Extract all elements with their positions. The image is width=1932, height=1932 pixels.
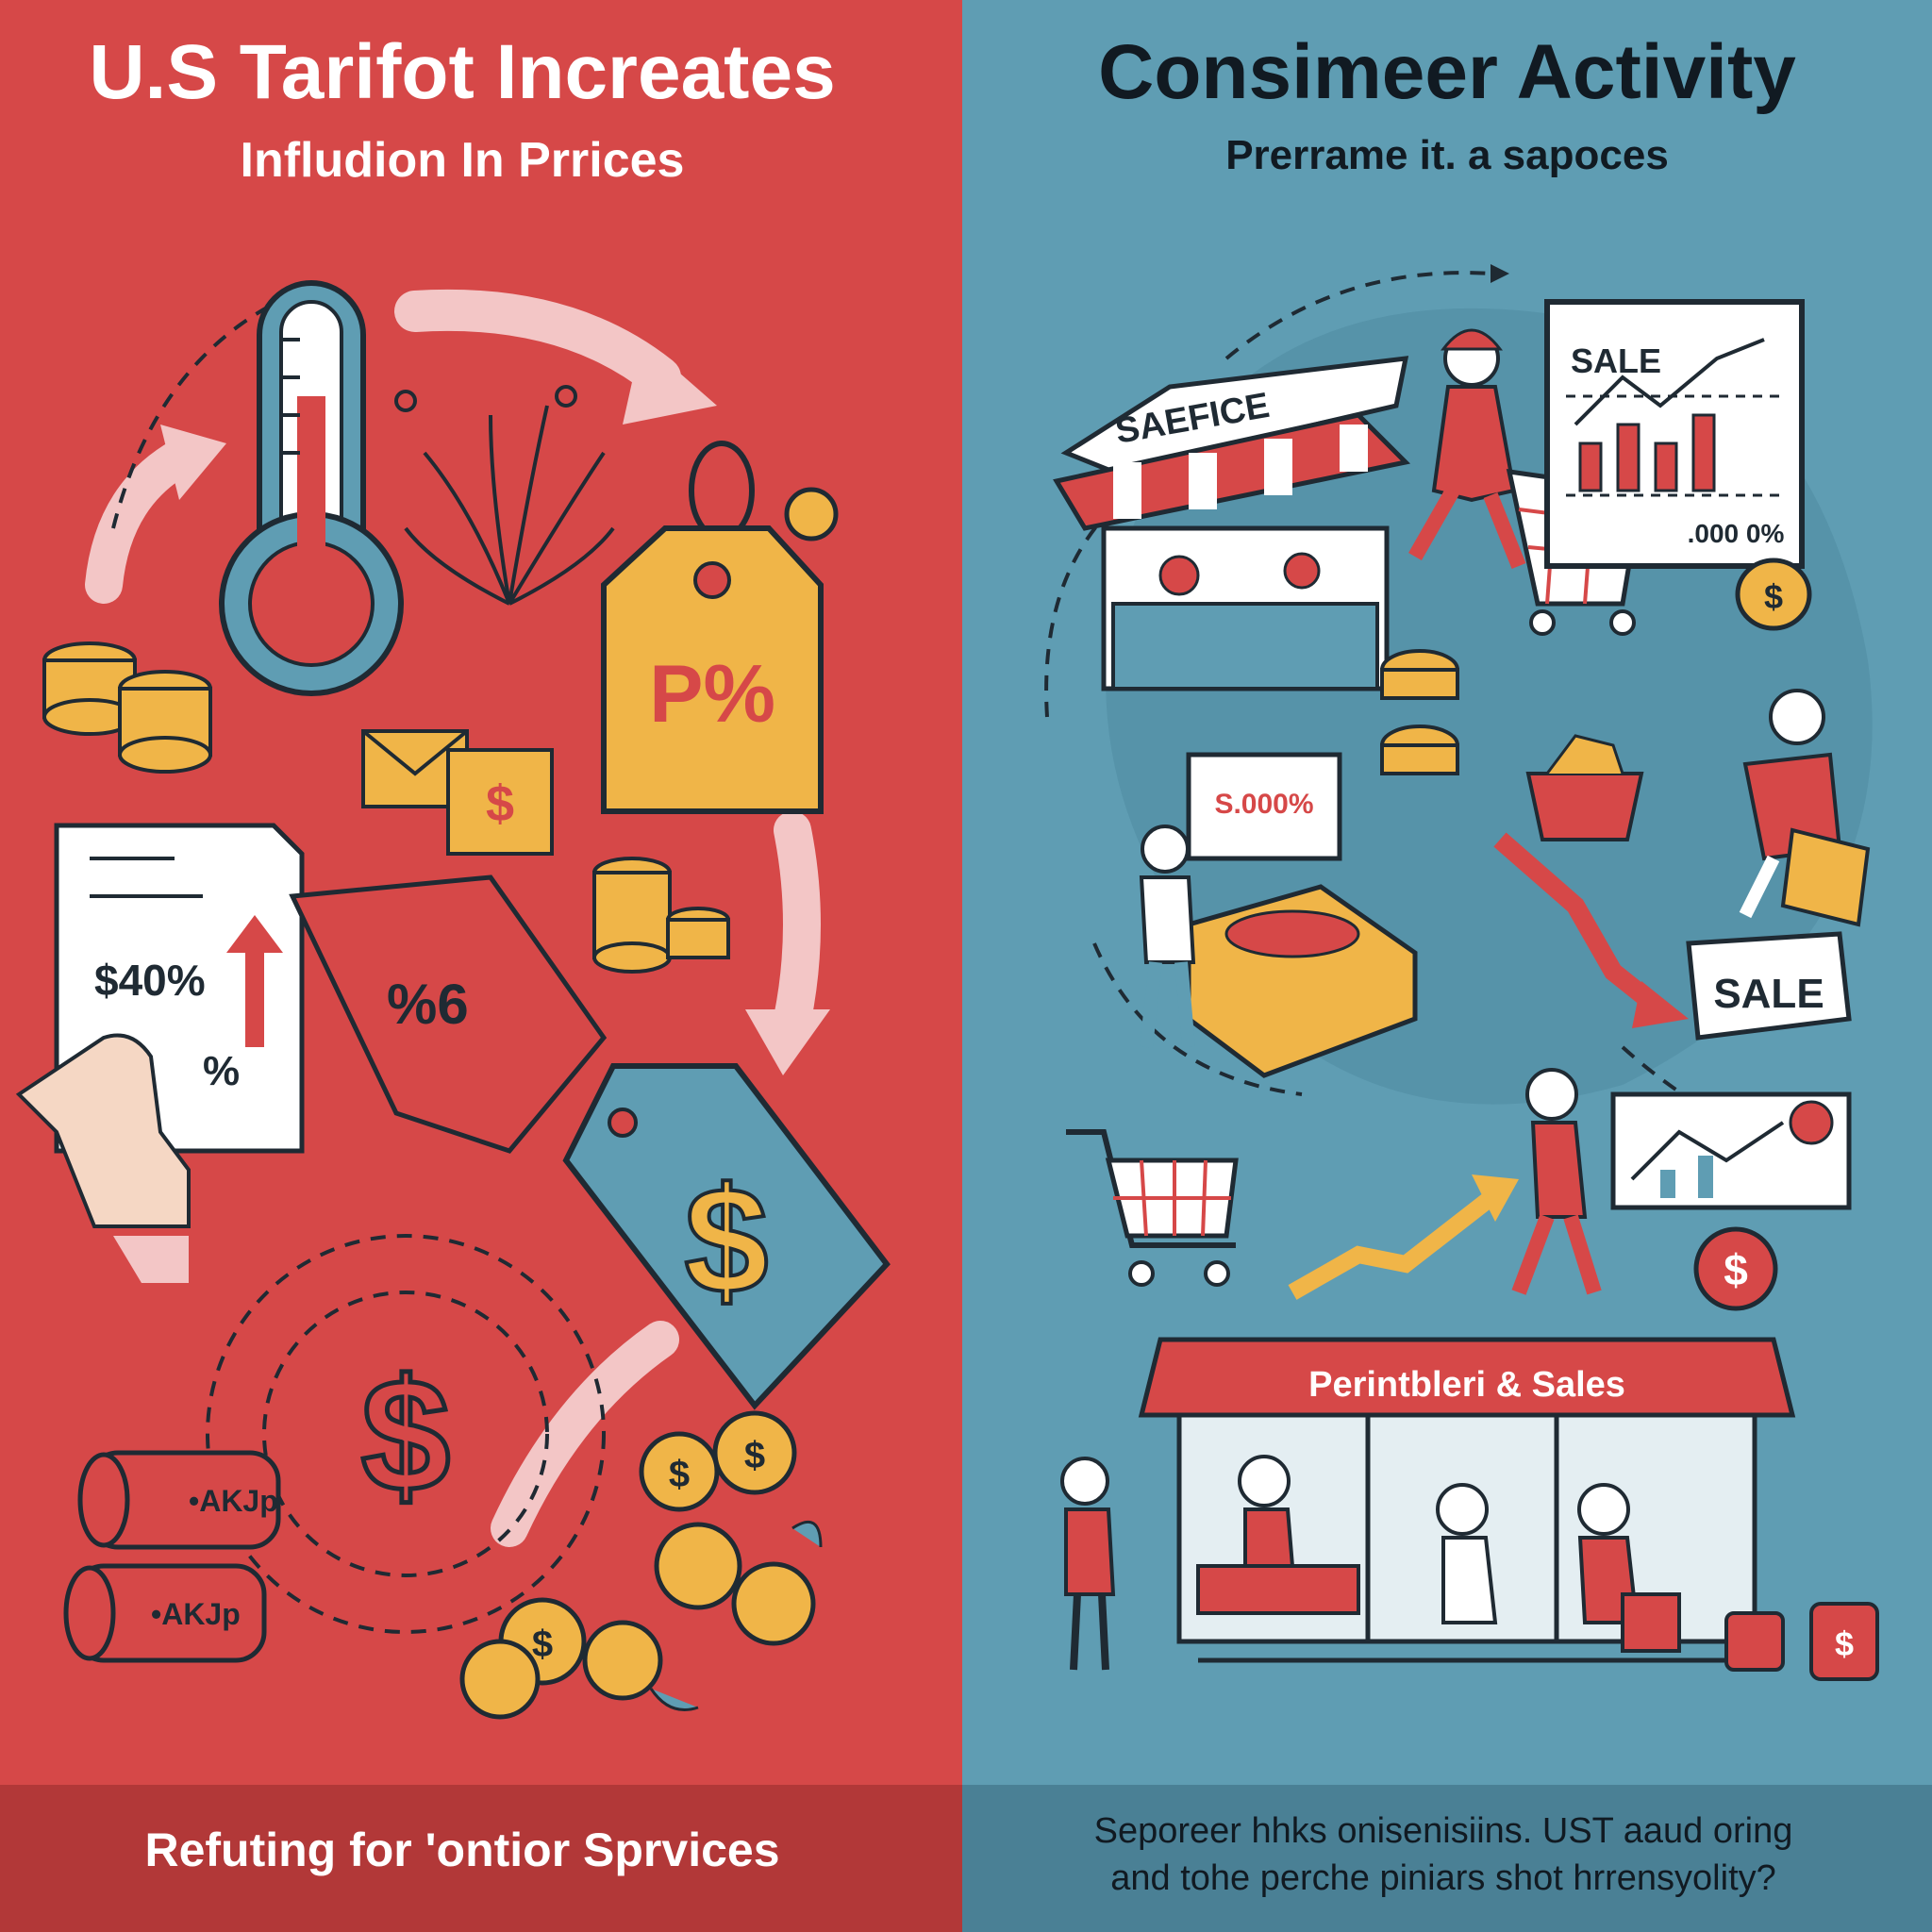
sale-sign-icon: SALE: [1686, 931, 1852, 1041]
chart-board-icon: $: [1610, 1091, 1852, 1311]
curved-arrow-left-icon: [85, 425, 226, 604]
basket-icon: [1525, 734, 1644, 841]
right-footer-text: Seporeer hhks onisenisiins. UST aaud ori…: [981, 1807, 1906, 1902]
market-stall-icon: SAEFICE: [1053, 356, 1411, 691]
coin-stack-icon: $: [1735, 558, 1812, 631]
right-panel: Consimeer Activity Prerrame it. a sapoce…: [962, 0, 1932, 1932]
svg-text:$: $: [669, 1454, 690, 1495]
barrel-label: •AKJp: [189, 1484, 278, 1518]
svg-text:$: $: [532, 1624, 553, 1665]
svg-text:$: $: [1724, 1245, 1748, 1294]
dashed-cycle: [206, 1234, 606, 1634]
red-tag-icon: %6: [289, 874, 608, 1154]
svg-text:$: $: [1835, 1624, 1854, 1663]
left-panel: U.S Tarifot Increates Infludion In Prric…: [0, 0, 962, 1932]
coin-pile-icon: $ $ $: [459, 1410, 823, 1720]
svg-text:$: $: [1764, 577, 1783, 616]
right-subtitle: Prerrame it. a sapoces: [1225, 132, 1669, 178]
price-tag-label: P%: [649, 649, 775, 740]
barrel-label: •AKJp: [151, 1597, 241, 1631]
sale-chart-label: SALE: [1571, 341, 1661, 380]
barrel-icon: •AKJp: [77, 1450, 281, 1550]
walking-person-icon: [1511, 1068, 1602, 1295]
right-footer: Seporeer hhks onisenisiins. UST aaud ori…: [962, 1785, 1932, 1932]
display-sign-icon: S.000%: [1186, 752, 1418, 1078]
sale-box-label: SALE: [1713, 971, 1824, 1017]
person-icon: [1139, 824, 1196, 1048]
red-tag-label: %6: [387, 973, 469, 1036]
document-percent: %: [203, 1048, 240, 1094]
curved-arrow-right-icon: [745, 811, 830, 1075]
coin-stack-icon: [42, 641, 212, 774]
storefront-icon: Perintbleri & Sales $: [1060, 1337, 1879, 1681]
right-footer-line-2: and tohe perche piniars shot hrrensyolit…: [1110, 1858, 1776, 1898]
falling-arrow-icon: [1493, 832, 1689, 1028]
sale-chart-value: .000 0%: [1688, 519, 1785, 548]
right-footer-line-1: Seporeer hhks onisenisiins. UST aaud ori…: [1093, 1811, 1793, 1851]
left-title: U.S Tarifot Increates: [89, 29, 836, 115]
storefront-sign: Perintbleri & Sales: [1308, 1365, 1625, 1405]
document-value: $40%: [94, 956, 206, 1005]
left-illustration: P% $: [15, 280, 891, 1720]
blue-dollar-tag-icon: $: [562, 1063, 891, 1410]
blue-tag-symbol: $: [685, 1156, 769, 1324]
shopping-cart-icon: [1066, 1129, 1239, 1287]
left-footer: Refuting for 'ontior Sprvices: [0, 1785, 962, 1932]
svg-text:$: $: [361, 1346, 451, 1525]
curved-arrow-top-icon: [394, 289, 717, 425]
dollar-cycle-icon: $: [358, 1344, 453, 1528]
shopper-with-bag-icon: [1739, 689, 1871, 927]
barrel-icon: •AKJp: [63, 1563, 267, 1663]
thermometer-icon: [219, 280, 404, 696]
svg-text:$: $: [744, 1435, 765, 1476]
left-footer-text: Refuting for 'ontior Sprvices: [144, 1824, 780, 1876]
burst-icon: [394, 385, 615, 606]
envelope-icon: $: [361, 729, 554, 856]
left-subtitle: Infludion In Prrices: [240, 133, 685, 188]
curved-arrow-bottom-icon: [491, 1321, 679, 1547]
coin-stack-icon: [1380, 649, 1459, 775]
right-illustration: SAEFICE SALE: [1044, 264, 1879, 1681]
display-sign: S.000%: [1214, 789, 1313, 820]
svg-text:$: $: [486, 775, 514, 832]
sale-chart-icon: SALE .000 0%: [1544, 299, 1805, 569]
rising-arrow-icon: [1288, 1174, 1519, 1300]
right-title: Consimeer Activity: [1098, 29, 1796, 115]
coin-stack-icon: [592, 857, 730, 974]
price-tag-icon: P%: [601, 441, 824, 814]
coin-small-icon: [784, 487, 839, 541]
hand-icon: [15, 1033, 191, 1283]
